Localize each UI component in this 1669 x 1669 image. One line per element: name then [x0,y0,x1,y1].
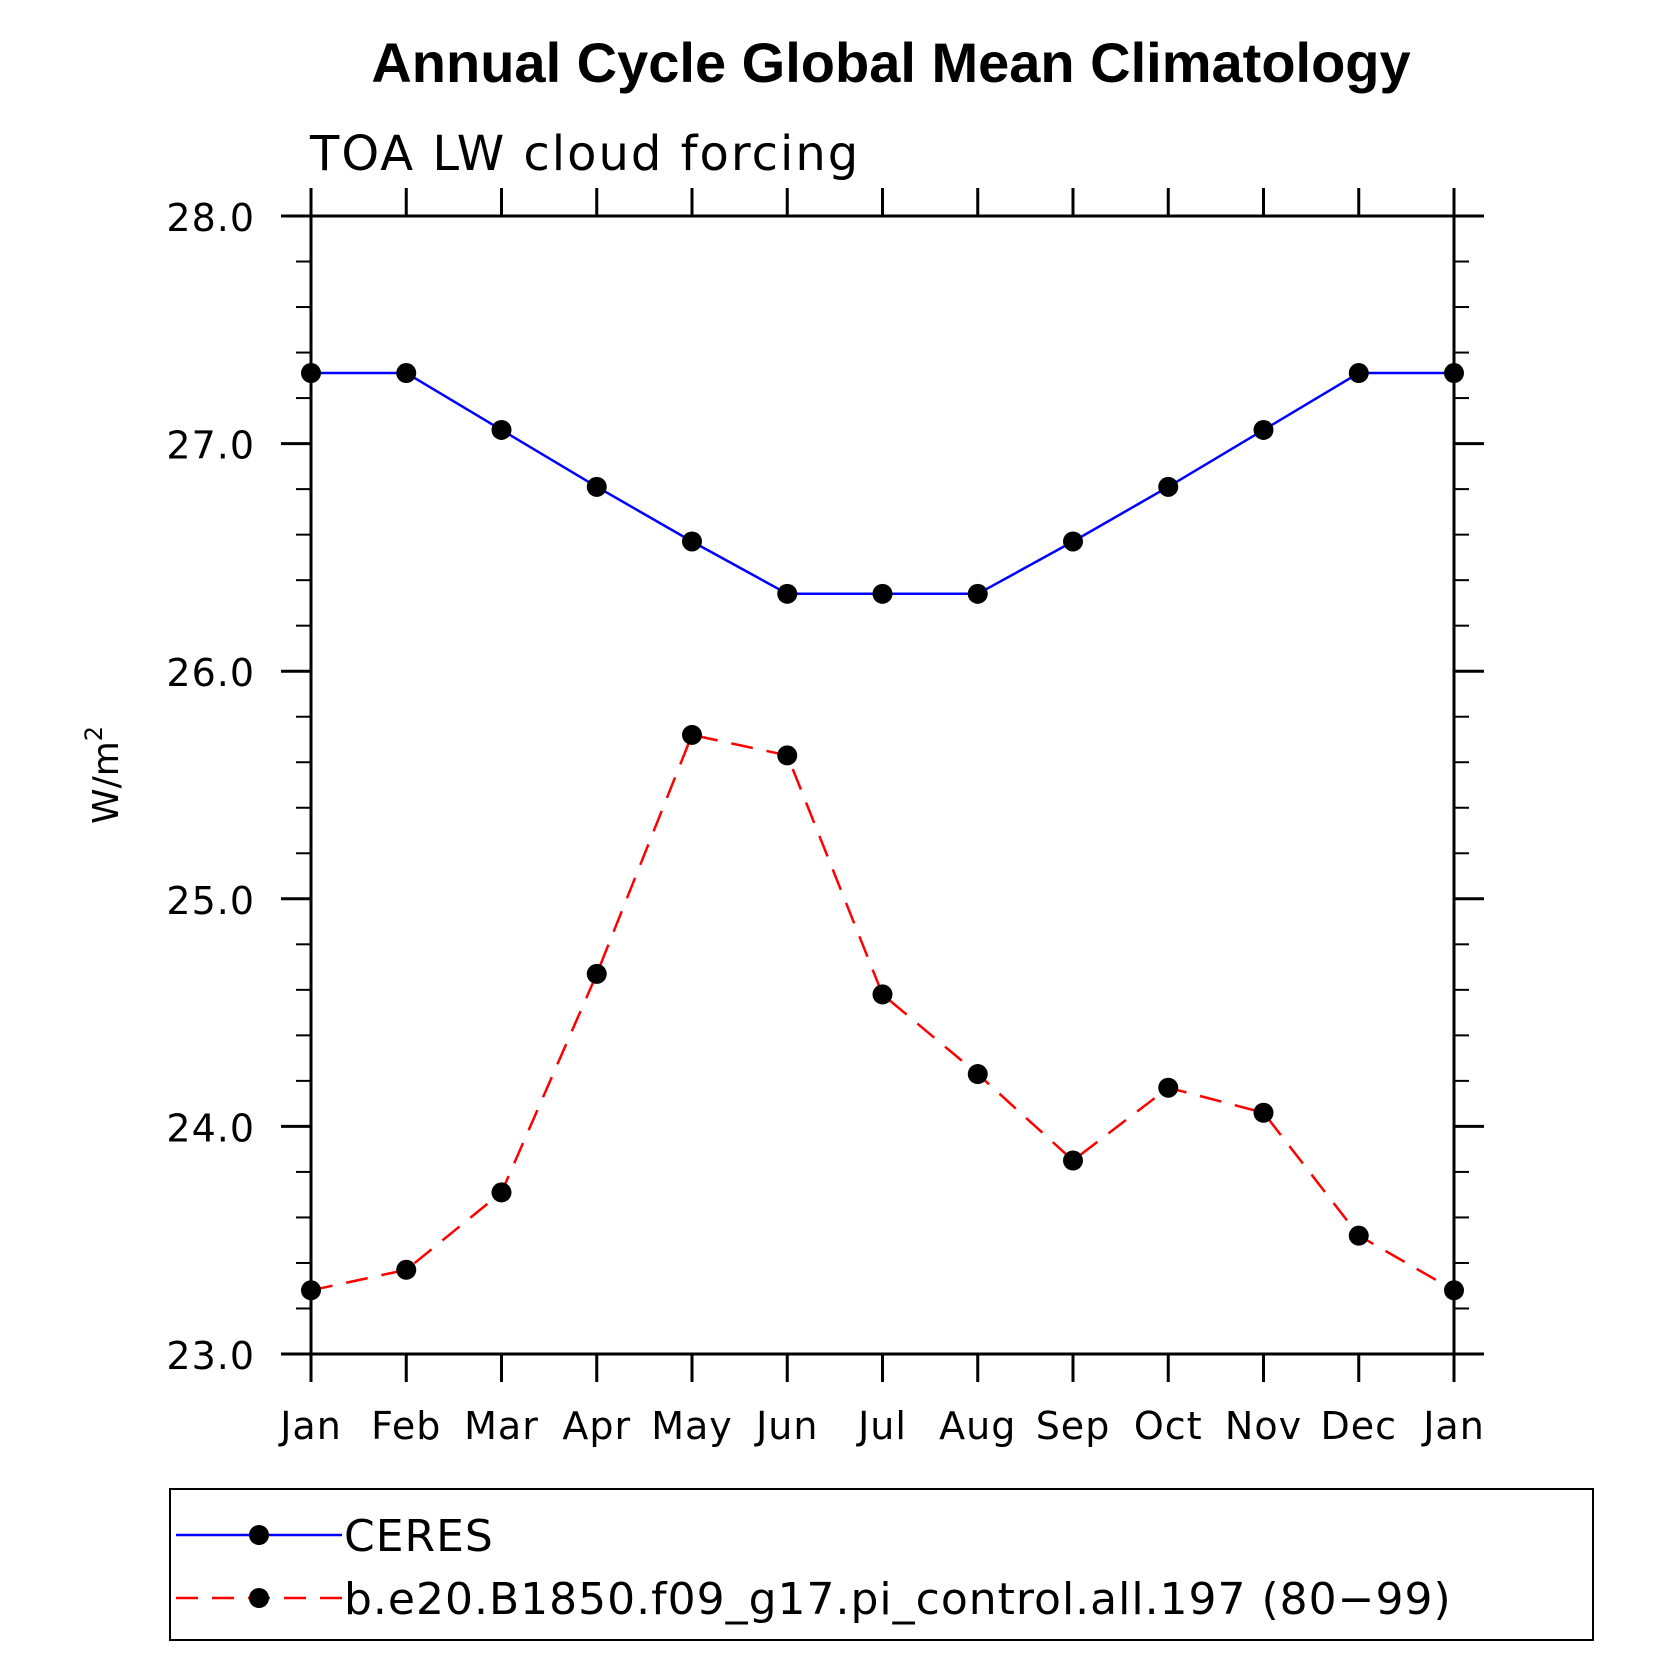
y-tick-label: 28.0 [166,196,255,240]
legend-swatch-marker [249,1525,269,1545]
axis-ticks [281,188,1484,1382]
x-tick-label: Nov [1225,1404,1302,1448]
series-lines [310,371,1455,1292]
x-tick-label: Oct [1134,1404,1203,1448]
data-point [682,724,702,745]
data-point [1348,363,1369,384]
data-point [872,583,893,604]
data-point [1444,1280,1464,1301]
data-point [777,583,798,604]
data-point [491,1182,512,1203]
series-line-0 [311,371,1454,596]
x-tick-label: Jan [1421,1404,1485,1448]
x-tick-label: Sep [1036,1404,1111,1448]
data-point [1253,1102,1274,1123]
x-tick-label: Jun [754,1404,818,1448]
data-point [1348,1225,1369,1246]
x-tick-label: Dec [1320,1404,1397,1448]
data-point [1158,476,1179,497]
data-point [396,1259,417,1280]
y-tick-label: 27.0 [166,424,255,468]
y-tick-label: 26.0 [166,651,255,695]
x-tick-label: Feb [371,1404,441,1448]
chart-title: Annual Cycle Global Mean Climatology [371,31,1410,94]
data-point [1063,531,1083,552]
data-point [777,745,798,766]
data-point [301,1280,321,1301]
x-tick-label: Apr [562,1404,631,1448]
legend-box [169,1488,1594,1641]
legend-swatch-marker [249,1588,269,1608]
plot-frame [309,214,1456,1356]
series-line-1 [310,733,1455,1292]
x-tick-label: Jul [856,1404,907,1448]
data-point [586,963,607,984]
x-tick-label: May [651,1404,733,1448]
data-point [967,583,988,604]
data-point [872,984,893,1005]
x-tick-label: Aug [939,1404,1016,1448]
data-point [967,1064,988,1085]
data-point [1063,1150,1083,1171]
x-tick-label: Jan [278,1404,342,1448]
y-axis-label-text: W/m [86,741,127,824]
svg-text:W/m2: W/m2 [80,726,127,824]
data-point [682,531,702,552]
data-point [491,419,512,440]
y-axis-label: W/m2 [80,726,127,824]
data-point [1444,363,1464,384]
series-markers [301,363,1464,1301]
data-point [1253,419,1274,440]
x-tick-label: Mar [464,1404,539,1448]
data-point [586,476,607,497]
y-tick-label: 23.0 [166,1334,255,1378]
data-point [1158,1077,1179,1098]
y-tick-label: 25.0 [166,879,255,923]
y-axis-label-superscript: 2 [80,726,108,741]
chart-subtitle: TOA LW cloud forcing [309,126,860,182]
legend: CERES b.e20.B1850.f09_g17.pi_control.all.… [169,1488,1594,1641]
axis-tick-labels: Jan Feb Mar Apr May Jun Jul Aug Sep Oct Nov Dec Jan 2… [166,196,1485,1448]
data-point [301,363,321,384]
y-tick-label: 24.0 [166,1106,255,1150]
data-point [396,363,417,384]
legend-label: CERES [344,1511,494,1562]
legend-label: b.e20.B1850.f09_g17.pi_control.all.197 (… [344,1574,1452,1625]
